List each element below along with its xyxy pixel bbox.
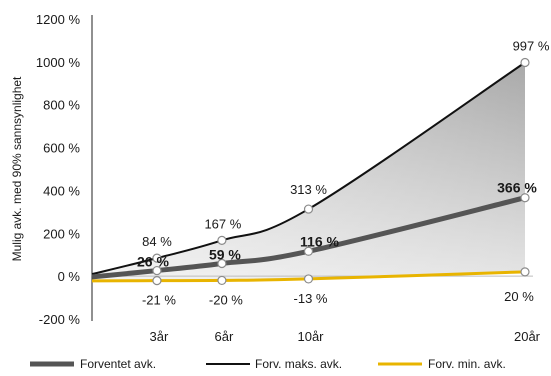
min-point	[303, 274, 314, 284]
max-point	[303, 204, 314, 214]
max-data-label: 313 %	[290, 182, 327, 197]
y-tick-label: 800 %	[43, 98, 80, 113]
max-series-line	[91, 61, 526, 276]
min-point	[217, 275, 227, 286]
max-data-label: 167 %	[204, 216, 241, 231]
max-point	[217, 235, 227, 245]
y-axis-title: Mulig avk. med 90% sannsynlighet	[10, 76, 24, 261]
y-tick-label: 600 %	[43, 141, 80, 156]
y-tick-label: 1200 %	[36, 12, 81, 27]
expected-point	[303, 246, 314, 256]
x-tick-label: 20år	[514, 329, 541, 344]
y-tick-label: 400 %	[43, 183, 80, 198]
legend-item-expected-label: Forventet avk.	[80, 357, 156, 371]
legend: Forventet avk. Forv. maks. avk. Forv. min.…	[30, 357, 506, 371]
axes: 1200 % 1000 % 800 % 600 % 400 % 200 % 0 % -200 …	[10, 12, 541, 344]
expected-data-label: 26 %	[137, 254, 169, 270]
y-tick-label: -200 %	[39, 312, 81, 327]
max-point	[152, 253, 162, 263]
y-tick-label: 200 %	[43, 226, 80, 241]
min-data-label: -20 %	[209, 292, 243, 307]
x-tick-label: 10år	[297, 329, 324, 344]
legend-item-min-label: Forv. min. avk.	[428, 357, 506, 371]
expected-data-label: 366 %	[497, 180, 537, 196]
data-labels: 84 % 167 % 313 % 997 % 26 % 59 % 116 % 366 % -21…	[137, 39, 550, 308]
y-tick-label: 1000 %	[36, 55, 81, 70]
series-lines	[91, 61, 526, 283]
min-data-label: -21 %	[142, 293, 176, 308]
expected-data-label: 59 %	[209, 247, 241, 263]
x-tick-label: 3år	[150, 329, 169, 344]
expected-point	[520, 193, 530, 203]
max-point	[520, 57, 530, 68]
y-tick-label: 0 %	[58, 269, 81, 284]
x-tick-label: 6år	[215, 329, 234, 344]
expected-point	[152, 265, 162, 276]
expected-data-label: 116 %	[300, 233, 339, 249]
max-data-label: 84 %	[142, 234, 172, 249]
expected-point	[217, 258, 227, 269]
max-data-label: 997 %	[513, 39, 550, 54]
legend-item-max-label: Forv. maks. avk.	[255, 357, 342, 371]
data-markers	[152, 57, 530, 286]
min-point	[152, 276, 162, 286]
min-data-label: 20 %	[504, 289, 534, 304]
min-series-line	[91, 270, 526, 283]
min-point	[520, 267, 530, 277]
min-data-label: -13 %	[294, 291, 328, 306]
expected-series-line	[91, 195, 526, 280]
